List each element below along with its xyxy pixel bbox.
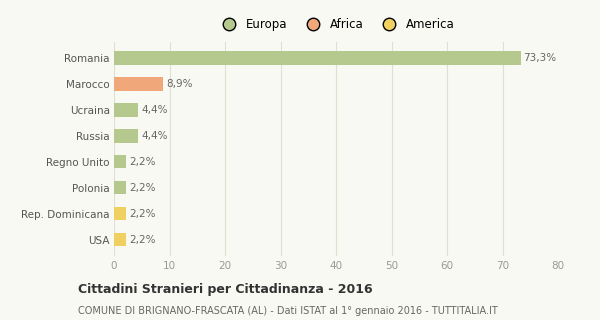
Text: 2,2%: 2,2%	[129, 209, 155, 219]
Bar	[114, 207, 126, 220]
Text: Cittadini Stranieri per Cittadinanza - 2016: Cittadini Stranieri per Cittadinanza - 2…	[78, 283, 373, 296]
Legend: Europa, Africa, America: Europa, Africa, America	[212, 13, 460, 36]
Bar	[114, 155, 126, 169]
Text: 4,4%: 4,4%	[141, 105, 167, 115]
Text: 2,2%: 2,2%	[129, 183, 155, 193]
Text: 2,2%: 2,2%	[129, 235, 155, 244]
Bar	[114, 129, 139, 143]
Text: 4,4%: 4,4%	[141, 131, 167, 141]
Bar	[114, 181, 126, 195]
Text: 8,9%: 8,9%	[166, 79, 193, 89]
Bar	[114, 77, 163, 91]
Text: COMUNE DI BRIGNANO-FRASCATA (AL) - Dati ISTAT al 1° gennaio 2016 - TUTTITALIA.IT: COMUNE DI BRIGNANO-FRASCATA (AL) - Dati …	[78, 306, 498, 316]
Text: 73,3%: 73,3%	[524, 53, 557, 63]
Bar	[114, 233, 126, 246]
Bar	[114, 103, 139, 117]
Bar	[114, 51, 521, 65]
Text: 2,2%: 2,2%	[129, 157, 155, 167]
